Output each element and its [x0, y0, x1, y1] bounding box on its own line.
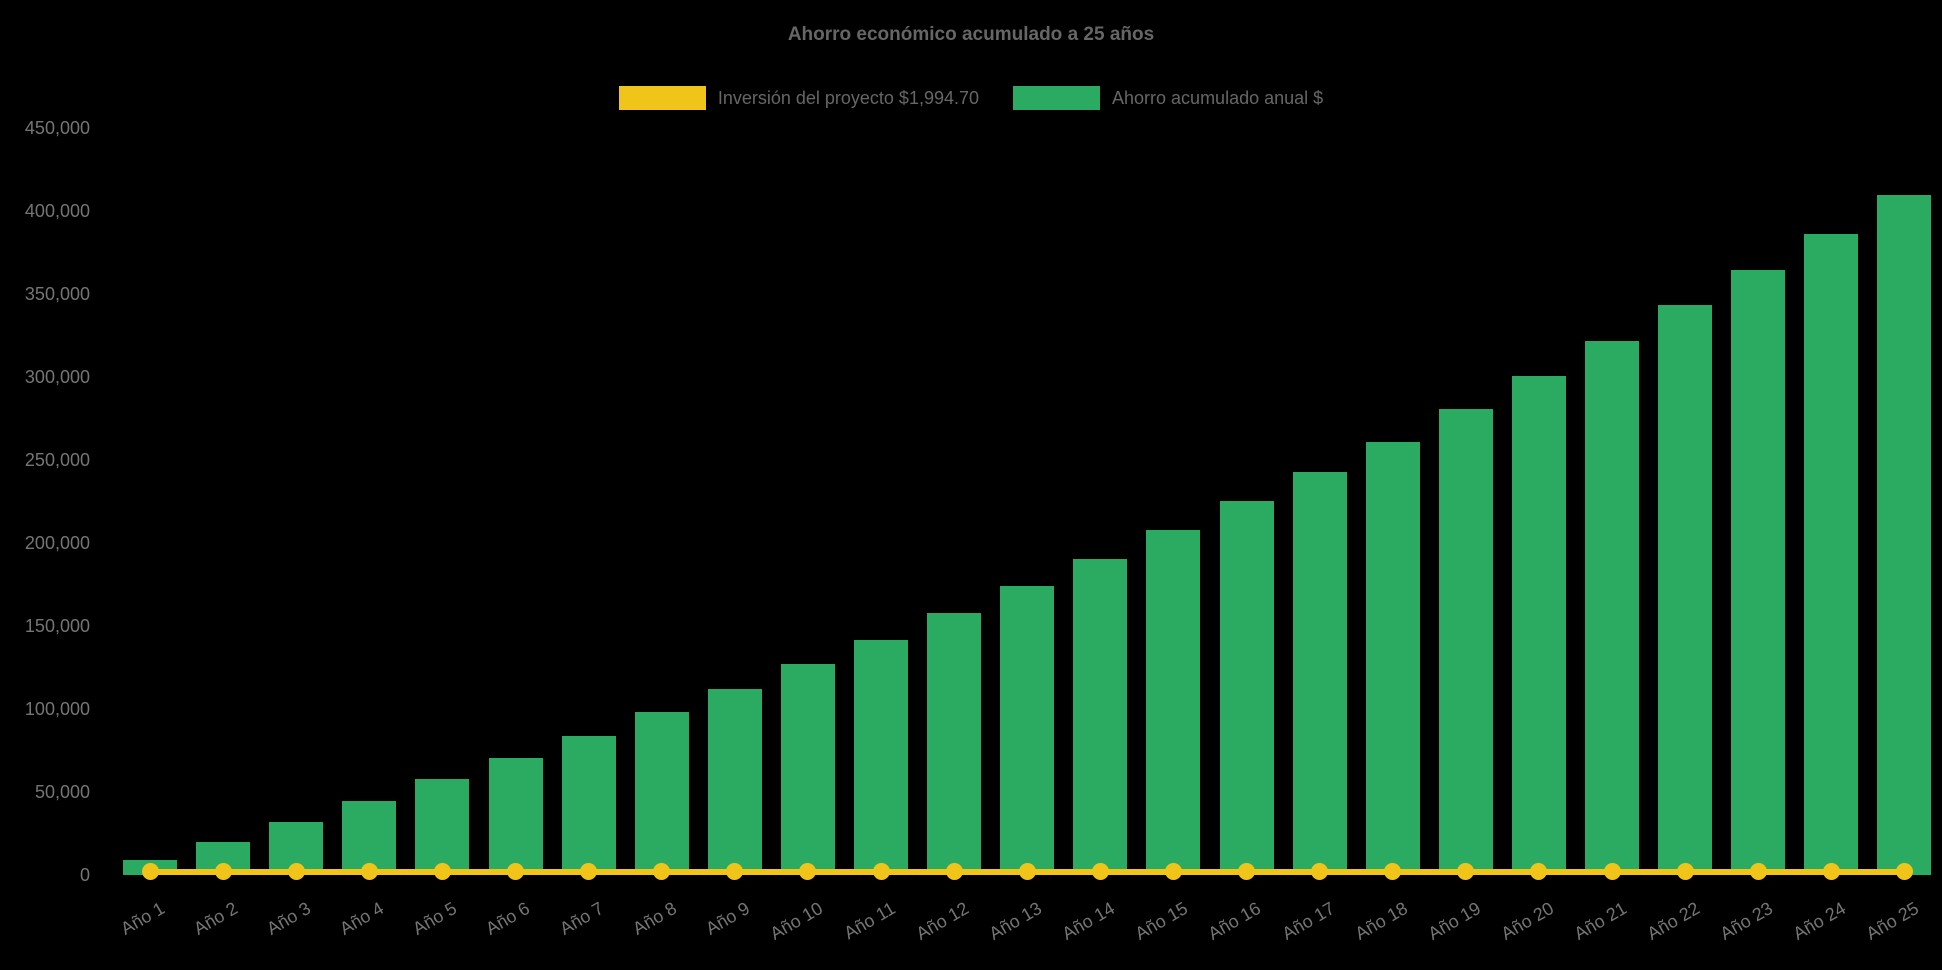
y-tick-label: 0 [79, 865, 90, 885]
y-tick-label: 300,000 [24, 367, 90, 387]
legend-item-savings[interactable]: Ahorro acumulado anual $ [1013, 86, 1323, 110]
bar-año-14 [1073, 558, 1128, 875]
x-tick-label: Año 1 [117, 898, 168, 939]
x-tick-label: Año 20 [1497, 898, 1557, 944]
investment-point [1384, 863, 1402, 881]
legend-item-investment[interactable]: Inversión del proyecto $1,994.70 [618, 86, 980, 110]
y-tick-label: 100,000 [24, 699, 90, 719]
savings-legend-label: Ahorro acumulado anual $ [1112, 87, 1324, 108]
investment-point [214, 863, 232, 881]
x-tick-label: Año 16 [1205, 898, 1265, 944]
bar-año-9 [707, 689, 762, 875]
investment-point [872, 863, 890, 881]
y-tick-label: 250,000 [24, 450, 90, 470]
x-tick-label: Año 9 [702, 898, 753, 939]
investment-point [580, 863, 598, 881]
bar-año-6 [488, 757, 543, 875]
bar-año-21 [1585, 341, 1639, 875]
bar-año-8 [634, 712, 689, 875]
x-tick-label: Año 21 [1570, 898, 1630, 944]
investment-point [726, 863, 744, 881]
y-tick-label: 400,000 [24, 201, 90, 221]
x-tick-label: Año 22 [1643, 898, 1704, 944]
bar-año-25 [1877, 195, 1932, 875]
savings-legend-swatch [1013, 86, 1101, 110]
bar-año-10 [780, 664, 835, 875]
investment-point [507, 863, 524, 881]
investment-point [1822, 863, 1840, 881]
x-tick-label: Año 12 [912, 898, 973, 944]
bar-año-7 [561, 735, 616, 875]
investment-point [945, 863, 963, 881]
investment-point [141, 863, 159, 881]
x-tick-label: Año 3 [263, 898, 315, 939]
investment-point [433, 863, 451, 881]
x-tick-label: Año 17 [1278, 898, 1338, 944]
investment-point [287, 863, 305, 881]
bar-año-22 [1658, 304, 1713, 875]
x-tick-label: Año 8 [628, 898, 680, 939]
y-tick-label: 200,000 [24, 533, 90, 553]
bar-año-19 [1438, 409, 1493, 875]
bar-año-5 [415, 778, 470, 875]
x-tick-label: Año 14 [1058, 898, 1119, 944]
x-tick-label: Año 13 [985, 898, 1046, 944]
y-tick-label: 150,000 [24, 616, 90, 636]
y-tick-label: 50,000 [34, 782, 90, 802]
investment-point [1749, 863, 1767, 881]
y-tick-label: 450,000 [24, 118, 90, 138]
bar-año-16 [1219, 500, 1274, 875]
bar-año-15 [1146, 529, 1201, 875]
investment-legend-swatch [618, 86, 706, 110]
investment-point [1676, 863, 1694, 881]
x-tick-label: Año 19 [1424, 898, 1484, 944]
x-tick-label: Año 6 [482, 898, 534, 939]
x-tick-label: Año 25 [1862, 898, 1923, 944]
investment-point [360, 863, 378, 881]
investment-point [799, 863, 817, 881]
investment-point [653, 863, 671, 881]
x-tick-label: Año 18 [1351, 898, 1411, 944]
bar-año-17 [1292, 471, 1347, 875]
bar-año-13 [1000, 586, 1055, 875]
x-tick-label: Año 7 [555, 898, 607, 939]
investment-point [1164, 863, 1182, 881]
bar-año-20 [1511, 376, 1566, 875]
investment-point [1895, 863, 1913, 881]
legend: Inversión del proyecto $1,994.70 Ahorro … [0, 86, 1942, 110]
bar-año-23 [1731, 269, 1786, 875]
x-tick-label: Año 5 [409, 898, 461, 939]
investment-point [1091, 863, 1109, 881]
investment-point [1238, 863, 1255, 881]
investment-point [1603, 863, 1621, 881]
x-tick-label: Año 10 [766, 898, 826, 944]
investment-point [1530, 863, 1548, 881]
investment-point [1311, 863, 1329, 881]
chart-title: Ahorro económico acumulado a 25 años [787, 24, 1155, 45]
x-tick-label: Año 4 [336, 898, 388, 939]
bar-año-18 [1365, 441, 1420, 875]
bar-año-11 [854, 640, 908, 875]
bar-año-12 [927, 612, 982, 875]
x-tick-label: Año 15 [1131, 898, 1192, 944]
x-tick-label: Año 24 [1789, 898, 1850, 944]
x-tick-label: Año 2 [190, 898, 242, 939]
y-tick-label: 350,000 [24, 284, 90, 304]
bar-año-4 [342, 801, 397, 875]
investment-legend-label: Inversión del proyecto $1,994.70 [717, 87, 980, 108]
x-tick-label: Año 11 [840, 898, 899, 944]
bar-año-24 [1804, 234, 1859, 875]
investment-point [1457, 863, 1475, 881]
x-tick-label: Año 23 [1716, 898, 1777, 944]
investment-point [1018, 863, 1036, 881]
